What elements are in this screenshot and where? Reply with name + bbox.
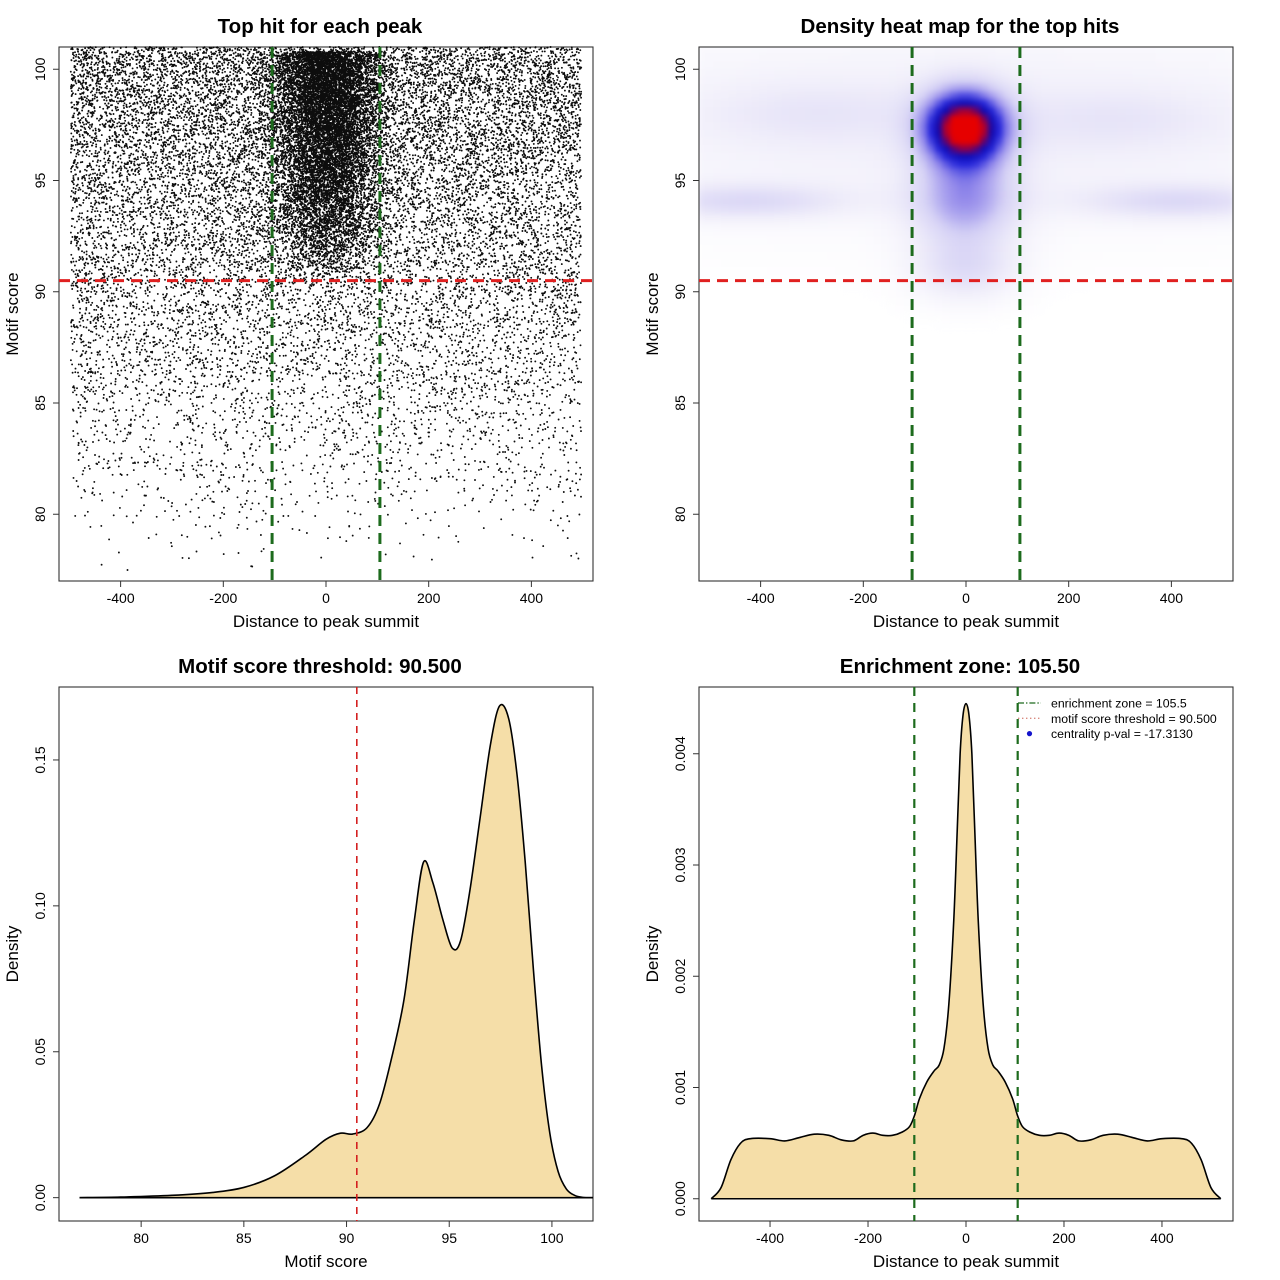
svg-text:Distance to peak summit: Distance to peak summit <box>873 612 1059 631</box>
svg-text:-200: -200 <box>854 1230 882 1246</box>
svg-text:100: 100 <box>540 1230 564 1246</box>
svg-text:0: 0 <box>962 590 970 606</box>
svg-text:0.000: 0.000 <box>672 1181 688 1216</box>
svg-text:-400: -400 <box>756 1230 784 1246</box>
svg-text:-200: -200 <box>849 590 877 606</box>
svg-text:95: 95 <box>441 1230 457 1246</box>
svg-text:400: 400 <box>1150 1230 1174 1246</box>
svg-text:200: 200 <box>1052 1230 1076 1246</box>
svg-text:Density: Density <box>643 925 662 982</box>
svg-text:95: 95 <box>32 173 48 189</box>
svg-text:0.002: 0.002 <box>672 959 688 994</box>
svg-text:200: 200 <box>417 590 441 606</box>
svg-text:200: 200 <box>1057 590 1081 606</box>
svg-text:85: 85 <box>32 395 48 411</box>
svg-text:95: 95 <box>672 173 688 189</box>
svg-text:90: 90 <box>32 284 48 300</box>
svg-text:80: 80 <box>133 1230 149 1246</box>
svg-text:0.15: 0.15 <box>32 746 48 773</box>
svg-text:85: 85 <box>672 395 688 411</box>
svg-text:0: 0 <box>322 590 330 606</box>
svg-text:0.10: 0.10 <box>32 892 48 919</box>
svg-text:0.001: 0.001 <box>672 1070 688 1105</box>
svg-text:90: 90 <box>672 284 688 300</box>
svg-text:Motif score: Motif score <box>3 272 22 355</box>
svg-text:0: 0 <box>962 1230 970 1246</box>
svg-text:100: 100 <box>32 57 48 81</box>
svg-text:0.00: 0.00 <box>32 1184 48 1211</box>
svg-text:0.05: 0.05 <box>32 1038 48 1065</box>
svg-text:80: 80 <box>32 506 48 522</box>
svg-text:0.003: 0.003 <box>672 847 688 882</box>
svg-text:enrichment zone = 105.5: enrichment zone = 105.5 <box>1051 697 1187 711</box>
svg-text:0.004: 0.004 <box>672 736 688 771</box>
svg-text:Distance to peak summit: Distance to peak summit <box>233 612 419 631</box>
svg-text:-400: -400 <box>107 590 135 606</box>
svg-text:Distance to peak summit: Distance to peak summit <box>873 1252 1059 1271</box>
svg-text:centrality p-val = -17.3130: centrality p-val = -17.3130 <box>1051 727 1193 741</box>
svg-text:400: 400 <box>1160 590 1184 606</box>
svg-text:85: 85 <box>236 1230 252 1246</box>
svg-text:-400: -400 <box>747 590 775 606</box>
svg-text:80: 80 <box>672 506 688 522</box>
svg-text:motif score threshold = 90.500: motif score threshold = 90.500 <box>1051 712 1217 726</box>
svg-text:90: 90 <box>339 1230 355 1246</box>
svg-text:Density: Density <box>3 925 22 982</box>
svg-text:100: 100 <box>672 57 688 81</box>
svg-text:Motif score: Motif score <box>643 272 662 355</box>
svg-text:-200: -200 <box>209 590 237 606</box>
svg-text:400: 400 <box>520 590 544 606</box>
svg-text:Motif score: Motif score <box>284 1252 367 1271</box>
